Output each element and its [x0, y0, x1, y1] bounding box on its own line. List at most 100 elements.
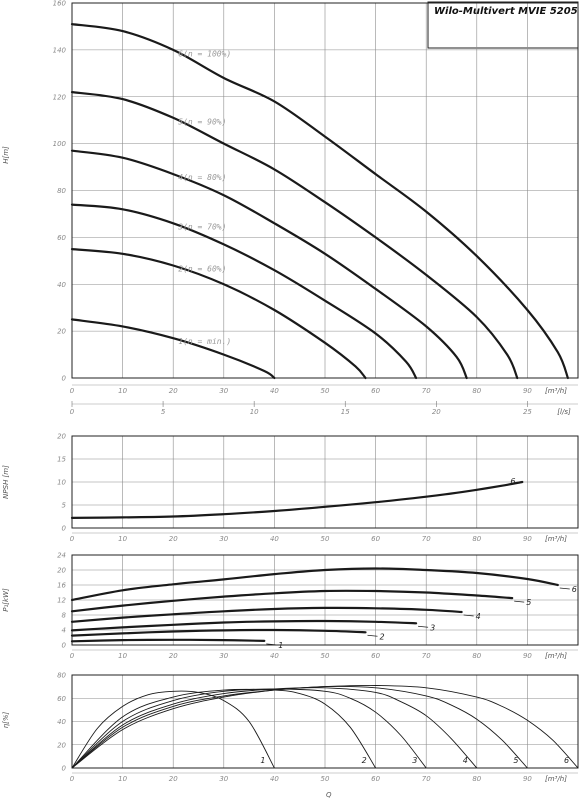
power-label-leader	[367, 634, 378, 637]
efficiency-y-axis-label: η[%]	[2, 711, 10, 728]
efficiency-x-tick-label: 80	[472, 775, 481, 783]
power-y-tick-label: 4	[62, 627, 66, 635]
head-series-2-line	[70, 248, 367, 380]
efficiency-series-4-line	[71, 687, 478, 769]
npsh-y-tick-label: 20	[57, 433, 66, 441]
power-curve-label: 4	[476, 612, 481, 621]
power-series-2-line	[70, 628, 367, 637]
power-y-axis-label: P₁[kW]	[2, 588, 10, 612]
head-frame	[71, 2, 579, 379]
head-y-tick-label: 20	[57, 328, 66, 336]
power-series-4-line	[70, 606, 463, 623]
npsh-x-tick-label: 40	[270, 535, 279, 543]
efficiency-x-tick-label: 90	[523, 775, 532, 783]
efficiency-curve-label: 1	[260, 756, 265, 765]
efficiency-x-tick-label: 50	[321, 775, 330, 783]
efficiency-x-tick-label: 0	[70, 775, 75, 783]
npsh-x-tick-label: 90	[523, 535, 532, 543]
head-curve-label: 4(n = 80%)	[178, 173, 226, 182]
npsh-x-tick-label: 20	[169, 535, 178, 543]
efficiency-curve-label: 5	[513, 756, 518, 765]
head-y-tick-label: 140	[53, 46, 67, 54]
npsh-x-tick-label: 80	[472, 535, 481, 543]
efficiency-x-tick-label: 30	[219, 775, 228, 783]
power-x-tick-label: 70	[422, 652, 431, 660]
ls-tick-label: 5	[161, 408, 166, 416]
npsh-y-tick-label: 15	[57, 456, 66, 464]
power-series-1-line	[70, 638, 266, 643]
power-x-tick-label: 50	[321, 652, 330, 660]
npsh-series-1-line	[70, 480, 524, 519]
power-y-tick-label: 12	[57, 597, 66, 605]
power-y-tick-label: 16	[57, 582, 66, 590]
efficiency-curve-label: 6	[564, 756, 569, 765]
efficiency-x-tick-label: 70	[422, 775, 431, 783]
efficiency-curve-label: 2	[362, 756, 367, 765]
power-x-tick-label: 20	[169, 652, 178, 660]
power-series-3-line	[70, 619, 418, 632]
power-x-tick-label: 40	[270, 652, 279, 660]
head-curve-label: 6(n = 100%)	[178, 50, 231, 59]
efficiency-y-tick-label: 40	[57, 718, 66, 726]
power-x-tick-label: 30	[219, 652, 228, 660]
ls-unit-label: [l/s]	[557, 408, 571, 416]
power-y-tick-label: 20	[57, 567, 66, 575]
power-label-leader	[559, 587, 570, 590]
power-series-5-line	[70, 589, 514, 613]
power-label-leader	[418, 625, 429, 628]
npsh-y-tick-label: 10	[57, 479, 66, 487]
power-x-tick-label: 80	[472, 652, 481, 660]
power-x-tick-label: 10	[118, 652, 127, 660]
head-x-tick-label: 60	[371, 387, 380, 395]
npsh-x-tick-label: 70	[422, 535, 431, 543]
power-y-tick-label: 0	[62, 642, 67, 650]
head-y-tick-label: 120	[53, 93, 67, 101]
power-curve-label: 6	[572, 585, 577, 594]
head-x-tick-label: 50	[321, 387, 330, 395]
efficiency-panel: 0 20 40 60 80 η[%] 0 10 20 30 40 50 60 70 80 90 [m³/h] 1 2…	[2, 672, 579, 783]
efficiency-x-tick-label: 10	[118, 775, 127, 783]
npsh-y-tick-label: 0	[62, 525, 67, 533]
power-label-leader	[514, 600, 525, 603]
power-series-6-line	[70, 567, 559, 602]
head-series-1-line	[70, 318, 276, 380]
head-series-3-line	[70, 203, 418, 380]
npsh-curve-label: 6	[510, 477, 515, 486]
npsh-x-tick-label: 50	[321, 535, 330, 543]
head-x-tick-label: 40	[270, 387, 279, 395]
efficiency-series-5-line	[71, 685, 528, 769]
efficiency-x-tick-label: 60	[371, 775, 380, 783]
chart-title: Wilo-Multivert MVIE 5205	[434, 6, 578, 17]
head-x-tick-label: 10	[118, 387, 127, 395]
efficiency-series-1-line	[71, 690, 275, 769]
npsh-x-tick-label: 30	[219, 535, 228, 543]
head-y-tick-label: 80	[57, 187, 66, 195]
power-x-tick-label: 60	[371, 652, 380, 660]
head-y-tick-label: 40	[57, 281, 66, 289]
head-x-tick-label: 70	[422, 387, 431, 395]
head-series-6-line	[70, 23, 569, 380]
efficiency-series-3-line	[71, 688, 427, 769]
power-label-leader	[266, 643, 277, 646]
head-y-tick-label: 0	[62, 375, 67, 383]
efficiency-series-6-line	[71, 685, 579, 769]
head-series-5-line	[70, 91, 519, 380]
power-x-tick-label: 0	[70, 652, 75, 660]
head-series-4-line	[70, 149, 468, 380]
efficiency-x-tick-label: 40	[270, 775, 279, 783]
power-y-tick-label: 8	[62, 612, 67, 620]
head-y-tick-label: 160	[53, 0, 67, 8]
efficiency-frame	[71, 674, 579, 769]
efficiency-y-tick-label: 80	[57, 672, 66, 680]
efficiency-y-tick-label: 20	[57, 741, 66, 749]
efficiency-y-tick-label: 0	[62, 765, 67, 773]
head-y-axis-label: H[m]	[2, 146, 10, 164]
ls-tick-label: 25	[523, 408, 532, 416]
head-curve-label: 5(n = 90%)	[178, 117, 226, 126]
npsh-y-tick-label: 5	[62, 502, 67, 510]
ls-tick-label: 0	[70, 408, 75, 416]
head-x-unit-label: [m³/h]	[545, 387, 567, 395]
power-curve-label: 3	[430, 623, 435, 632]
efficiency-x-tick-label: 20	[169, 775, 178, 783]
